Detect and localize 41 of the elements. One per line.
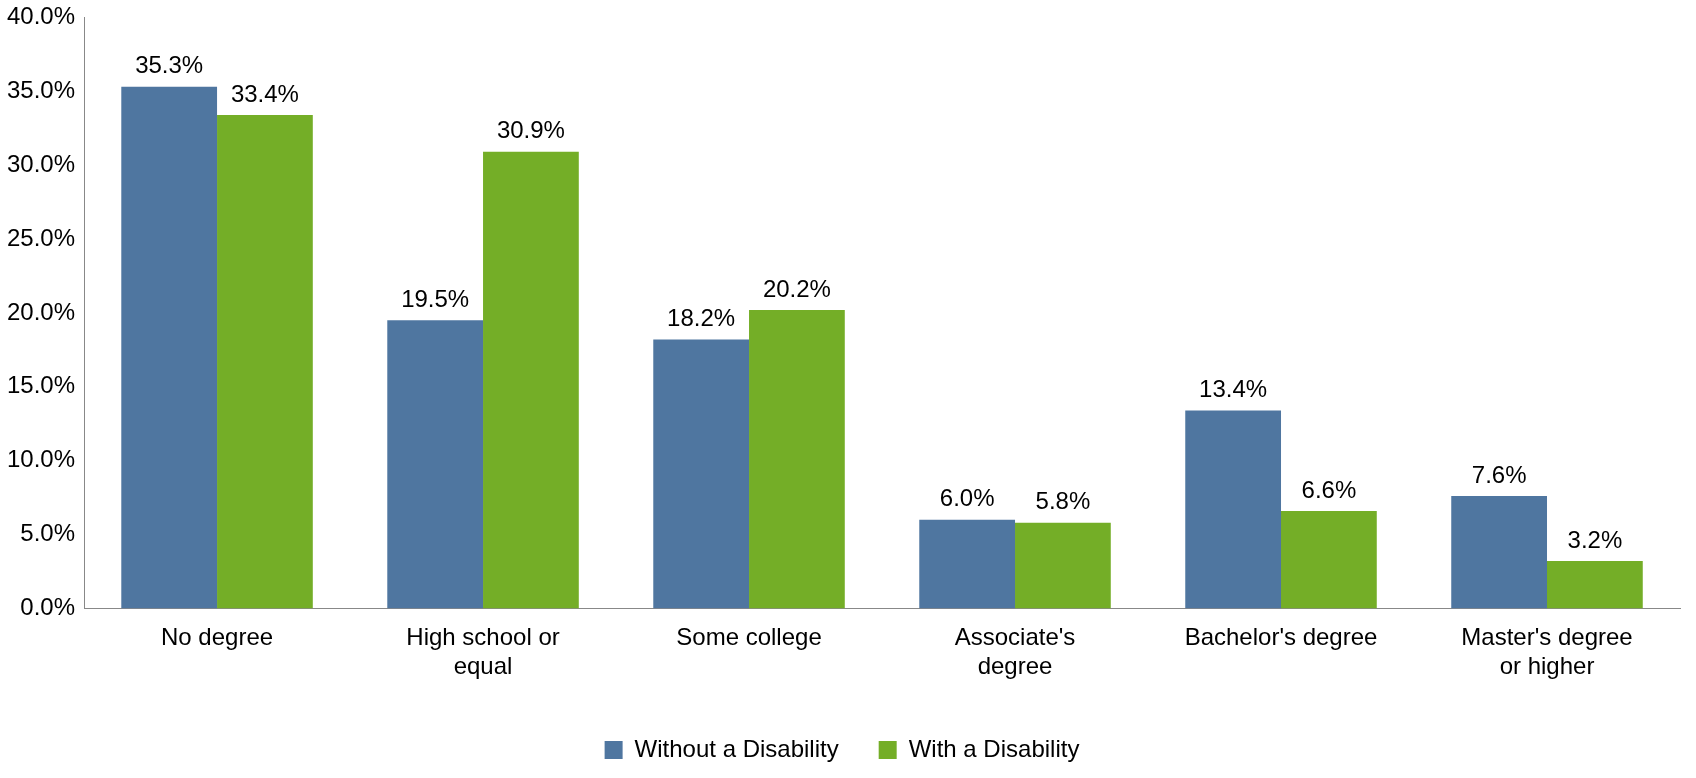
y-tick-label: 5.0% xyxy=(20,519,76,547)
x-tick-label: Bachelor's degree xyxy=(1184,623,1378,651)
bar xyxy=(1185,410,1282,609)
x-tick-label: No degree xyxy=(161,623,274,651)
data-label: 20.2% xyxy=(762,274,831,302)
data-label: 30.9% xyxy=(496,116,565,144)
x-tick-label: High school or equal xyxy=(406,623,560,680)
x-tick-label: Some college xyxy=(676,623,822,651)
x-tick-label: Master's degree or higher xyxy=(1461,623,1633,680)
bar xyxy=(653,339,750,609)
y-tick-label: 15.0% xyxy=(6,371,76,399)
data-label: 35.3% xyxy=(135,51,204,79)
data-label: 19.5% xyxy=(401,284,470,312)
y-tick-label: 30.0% xyxy=(6,149,76,177)
legend-label: With a Disability xyxy=(908,734,1080,762)
bar xyxy=(121,86,218,609)
x-tick-label: Associate's degree xyxy=(954,623,1076,680)
bar xyxy=(1451,496,1547,609)
bar xyxy=(387,320,484,609)
data-label: 33.4% xyxy=(230,79,299,107)
bar xyxy=(1547,561,1643,609)
legend-label: Without a Disability xyxy=(634,734,839,762)
data-label: 6.6% xyxy=(1301,475,1357,503)
y-tick-label: 10.0% xyxy=(6,445,76,473)
bar xyxy=(1015,522,1111,609)
data-label: 5.8% xyxy=(1035,487,1091,515)
bar xyxy=(919,519,1016,609)
bar xyxy=(749,309,845,609)
data-label: 3.2% xyxy=(1567,525,1623,553)
data-label: 7.6% xyxy=(1471,460,1527,488)
y-tick-label: 40.0% xyxy=(6,2,76,30)
bar xyxy=(483,151,579,609)
y-tick-label: 35.0% xyxy=(6,75,76,103)
bar xyxy=(217,114,313,609)
y-tick-label: 0.0% xyxy=(20,593,76,621)
y-tick-label: 20.0% xyxy=(6,297,76,325)
data-label: 6.0% xyxy=(939,484,995,512)
data-label: 13.4% xyxy=(1199,375,1268,403)
data-label: 18.2% xyxy=(667,304,736,332)
bar xyxy=(1281,510,1377,609)
y-tick-label: 25.0% xyxy=(6,223,76,251)
